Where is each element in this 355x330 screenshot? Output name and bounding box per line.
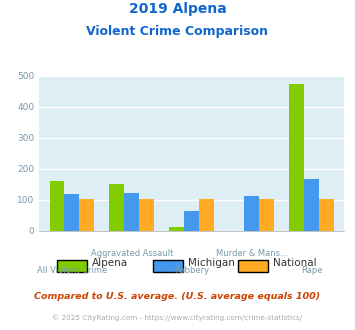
Text: Murder & Mans...: Murder & Mans... [215, 249, 288, 258]
Text: 2019 Alpena: 2019 Alpena [129, 2, 226, 16]
Text: National: National [273, 258, 317, 268]
Text: Robbery: Robbery [174, 266, 209, 275]
Text: Rape: Rape [301, 266, 322, 275]
Bar [65, 194, 80, 231]
Bar [319, 199, 334, 231]
Text: Compared to U.S. average. (U.S. average equals 100): Compared to U.S. average. (U.S. average … [34, 292, 321, 301]
Bar [50, 182, 65, 231]
Bar [124, 192, 139, 231]
Bar [109, 184, 124, 231]
Bar [184, 211, 199, 231]
Bar [244, 196, 259, 231]
Text: Michigan: Michigan [188, 258, 235, 268]
Text: Alpena: Alpena [92, 258, 129, 268]
Bar [199, 199, 214, 231]
Text: All Violent Crime: All Violent Crime [37, 266, 107, 275]
Bar [80, 199, 94, 231]
Bar [304, 179, 319, 231]
Bar [169, 227, 184, 231]
Bar [289, 84, 304, 231]
Text: Aggravated Assault: Aggravated Assault [91, 249, 173, 258]
Bar [139, 199, 154, 231]
Text: Violent Crime Comparison: Violent Crime Comparison [87, 25, 268, 38]
Text: © 2025 CityRating.com - https://www.cityrating.com/crime-statistics/: © 2025 CityRating.com - https://www.city… [53, 314, 302, 321]
Bar [259, 199, 274, 231]
